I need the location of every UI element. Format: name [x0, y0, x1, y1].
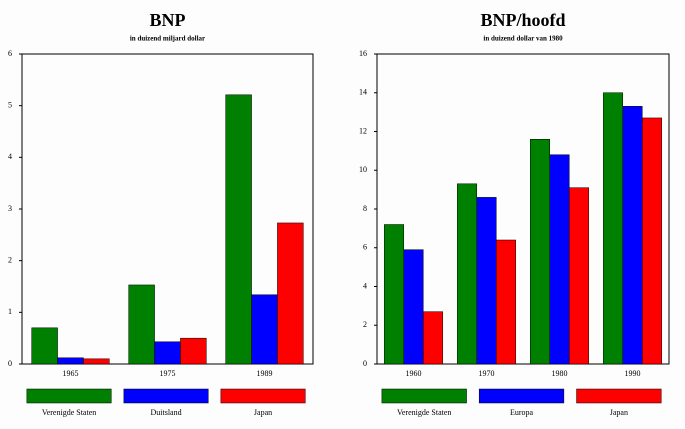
- bar: [568, 187, 589, 365]
- legend-label: Verenigde Staten: [42, 408, 96, 417]
- y-tick-label: 4: [363, 281, 367, 290]
- legend-swatch: [478, 388, 565, 404]
- chart-title: BNP/hoofd: [480, 10, 565, 30]
- bar: [384, 224, 405, 365]
- bar: [128, 284, 155, 365]
- x-tick-label: 1990: [625, 369, 641, 378]
- bar: [476, 197, 497, 365]
- x-tick-label: 1989: [257, 369, 273, 378]
- bar: [622, 106, 643, 365]
- legend-label: Japan: [610, 408, 628, 417]
- chart-subtitle: in duizend miljard dollar: [130, 35, 205, 43]
- bar: [225, 94, 252, 365]
- bar: [57, 357, 84, 365]
- bar: [154, 341, 181, 365]
- bar: [422, 311, 443, 365]
- legend-swatch: [220, 388, 306, 404]
- y-tick-label: 4: [8, 152, 12, 161]
- chart-subtitle: in duizend dollar van 1980: [483, 35, 563, 43]
- y-tick-label: 10: [359, 165, 367, 174]
- y-tick-label: 5: [8, 100, 12, 109]
- chart-title: BNP: [150, 10, 186, 30]
- bar: [641, 117, 662, 365]
- y-tick-label: 3: [8, 204, 12, 213]
- legend-swatch: [123, 388, 209, 404]
- y-tick-label: 6: [363, 243, 367, 252]
- bar: [277, 222, 304, 365]
- y-tick-label: 6: [8, 49, 12, 58]
- y-tick-label: 2: [363, 320, 367, 329]
- x-tick-label: 1960: [406, 369, 422, 378]
- y-tick-label: 0: [363, 359, 367, 368]
- y-tick-label: 14: [359, 88, 367, 97]
- y-tick-label: 2: [8, 255, 12, 264]
- bar: [31, 327, 58, 365]
- y-tick-label: 1: [8, 307, 12, 316]
- legend-label: Duitsland: [150, 408, 181, 417]
- y-tick-label: 12: [359, 126, 367, 135]
- y-tick-label: 8: [363, 204, 367, 213]
- x-tick-label: 1975: [160, 369, 176, 378]
- bar: [495, 239, 516, 365]
- bar: [603, 92, 624, 365]
- bar: [457, 183, 478, 365]
- legend-swatch: [26, 388, 112, 404]
- bar: [180, 337, 207, 365]
- y-tick-label: 16: [359, 49, 367, 58]
- x-tick-label: 1970: [479, 369, 495, 378]
- legend-label: Japan: [254, 408, 272, 417]
- y-tick-label: 0: [8, 359, 12, 368]
- x-tick-label: 1965: [63, 369, 79, 378]
- x-tick-label: 1980: [552, 369, 568, 378]
- legend-swatch: [381, 388, 467, 404]
- bar: [251, 294, 278, 365]
- bar: [403, 249, 424, 365]
- legend-swatch: [576, 388, 662, 404]
- bar: [83, 358, 110, 365]
- legend-label: Verenigde Staten: [397, 408, 451, 417]
- legend-label: Europa: [510, 408, 534, 417]
- bar: [530, 139, 551, 365]
- bar: [549, 154, 570, 365]
